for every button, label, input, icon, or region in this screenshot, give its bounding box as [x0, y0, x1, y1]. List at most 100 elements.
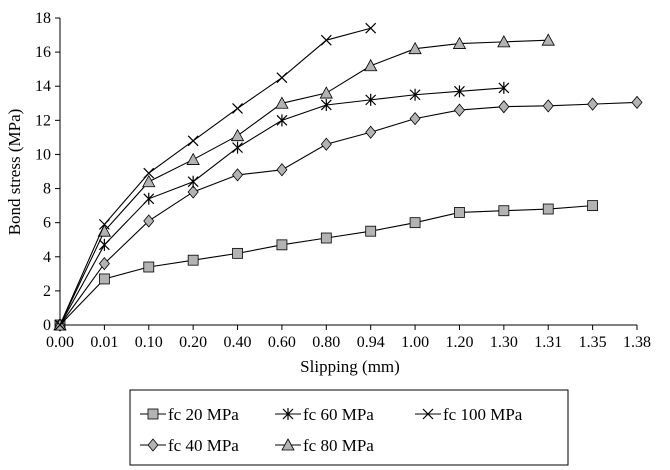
data-point [364, 58, 378, 72]
series-line [59, 205, 593, 326]
x-tick-label: 1.20 [445, 334, 473, 351]
data-point [365, 93, 377, 106]
data-point [186, 152, 200, 165]
data-point [98, 256, 110, 271]
data-point [187, 175, 199, 188]
legend-label: fc 20 MPa [168, 405, 239, 424]
legend-label: fc 100 MPa [443, 405, 523, 424]
y-tick-label: 6 [43, 215, 51, 232]
y-tick-label: 10 [35, 146, 51, 163]
data-point [276, 114, 288, 127]
data-point [276, 163, 288, 177]
data-point [142, 174, 156, 188]
data-point [409, 112, 421, 126]
x-tick-label: 1.35 [579, 334, 607, 351]
data-point [498, 100, 510, 114]
x-tick-label: 0.10 [135, 334, 163, 351]
data-point [232, 168, 244, 182]
data-point [232, 102, 243, 114]
y-axis-ticks: 0 2 4 6 8 10 12 14 16 18 [35, 10, 60, 334]
legend-label: fc 40 MPa [168, 436, 239, 455]
data-point [54, 319, 66, 331]
x-tick-label: 1.31 [534, 334, 562, 351]
data-point [275, 96, 289, 109]
legend-item: fc 60 MPa [275, 405, 374, 424]
data-point [320, 232, 332, 244]
y-tick-label: 4 [43, 249, 51, 266]
x-axis-title: Slipping (mm) [300, 357, 400, 376]
data-point [409, 217, 421, 229]
data-point [541, 33, 555, 46]
data-point [320, 34, 332, 46]
legend-item: fc 40 MPa [140, 436, 239, 455]
y-tick-label: 8 [43, 181, 51, 198]
y-tick-label: 12 [35, 112, 51, 129]
data-point [587, 200, 599, 212]
data-point [187, 254, 199, 266]
y-tick-label: 0 [43, 317, 51, 334]
data-point [187, 135, 199, 147]
data-point [232, 247, 243, 259]
y-axis-title: Bond stress (MPa) [5, 109, 24, 236]
data-point [319, 86, 333, 99]
legend-marker-icon [282, 408, 294, 420]
x-tick-label: 0.40 [224, 334, 252, 351]
data-point [98, 238, 110, 251]
data-point [365, 22, 377, 34]
y-tick-label: 18 [35, 10, 51, 27]
data-point [320, 98, 332, 111]
legend-marker-icon [422, 408, 434, 420]
data-point [453, 103, 465, 117]
data-point [497, 35, 511, 48]
series-fc-100-mpa [54, 22, 377, 331]
data-point [98, 218, 110, 230]
data-point [587, 97, 599, 111]
data-point [143, 214, 155, 228]
x-tick-label: 1.00 [401, 334, 429, 351]
data-point [409, 88, 421, 101]
data-point [276, 239, 288, 251]
series-line [59, 101, 638, 326]
series-fc-60-mpa [54, 81, 510, 331]
legend-item: fc 80 MPa [275, 436, 374, 455]
series-line [59, 39, 549, 326]
data-point [187, 185, 199, 199]
data-point [452, 36, 467, 49]
x-tick-label: 0.80 [312, 334, 340, 351]
data-point [498, 205, 510, 217]
x-tick-label: 0.94 [357, 334, 385, 351]
x-tick-label: 1.38 [623, 334, 651, 351]
data-point [98, 273, 110, 285]
data-point [276, 72, 288, 84]
legend-item: fc 20 MPa [140, 405, 239, 424]
x-tick-label: 1.30 [490, 334, 518, 351]
y-tick-label: 14 [35, 78, 51, 95]
data-point [631, 95, 643, 110]
data-point [454, 207, 465, 218]
data-point [542, 99, 554, 113]
data-point [232, 141, 243, 154]
series-layer [53, 22, 643, 332]
series-fc-80-mpa [53, 33, 555, 331]
legend: fc 20 MPa fc 40 MPa fc 60 MPa fc 80 MPa fc 1… [129, 389, 569, 466]
legend-marker-icon [147, 408, 159, 420]
data-point [365, 225, 377, 237]
x-tick-label: 0.20 [179, 334, 207, 351]
legend-label: fc 60 MPa [303, 405, 374, 424]
data-point [454, 85, 465, 98]
axes [59, 18, 637, 326]
data-point [498, 81, 510, 94]
series-fc-40-mpa [54, 95, 643, 332]
data-point [542, 203, 554, 215]
data-point [143, 261, 155, 273]
x-tick-label: 0.00 [46, 334, 74, 351]
data-point [143, 167, 155, 179]
y-tick-label: 2 [43, 283, 51, 300]
x-axis-ticks: 0.00 0.01 0.10 0.20 0.40 0.60 0.80 0.94 1.00 1.20… [46, 325, 651, 351]
legend-marker-icon [281, 438, 295, 451]
data-point [143, 192, 155, 205]
data-point [365, 125, 377, 139]
legend-item: fc 100 MPa [415, 405, 523, 424]
x-tick-label: 0.01 [90, 334, 118, 351]
